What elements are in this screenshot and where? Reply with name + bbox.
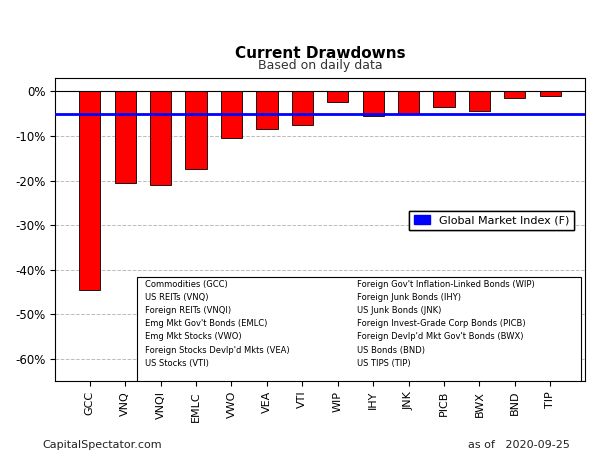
Text: Foreign Gov't Inflation-Linked Bonds (WIP)
Foreign Junk Bonds (IHY)
US Junk Bond: Foreign Gov't Inflation-Linked Bonds (WI… xyxy=(357,279,535,368)
Bar xyxy=(469,91,490,112)
Bar xyxy=(79,91,100,290)
Bar xyxy=(539,91,561,96)
Bar xyxy=(256,91,278,129)
Bar xyxy=(292,91,313,125)
Legend: Global Market Index (F): Global Market Index (F) xyxy=(409,211,574,230)
Bar xyxy=(398,91,419,113)
Bar xyxy=(185,91,207,169)
Bar xyxy=(362,91,384,116)
Bar xyxy=(327,91,349,103)
Bar xyxy=(504,91,526,98)
Text: Based on daily data: Based on daily data xyxy=(258,59,382,72)
Text: CapitalSpectator.com: CapitalSpectator.com xyxy=(42,440,161,450)
Title: Current Drawdowns: Current Drawdowns xyxy=(235,46,406,62)
Bar xyxy=(433,91,455,107)
Bar xyxy=(221,91,242,138)
Bar xyxy=(115,91,136,183)
Bar xyxy=(150,91,171,185)
FancyBboxPatch shape xyxy=(137,277,581,381)
Text: Commodities (GCC)
US REITs (VNQ)
Foreign REITs (VNQI)
Emg Mkt Gov't Bonds (EMLC): Commodities (GCC) US REITs (VNQ) Foreign… xyxy=(145,279,290,368)
Text: as of   2020-09-25: as of 2020-09-25 xyxy=(468,440,570,450)
